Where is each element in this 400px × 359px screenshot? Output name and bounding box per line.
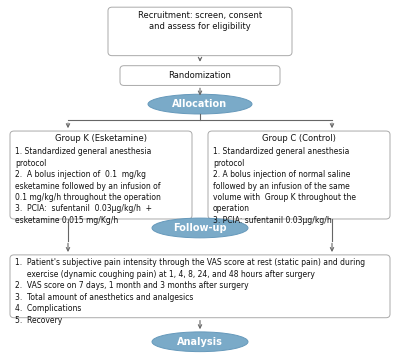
Ellipse shape (152, 332, 248, 352)
Text: Group C (Control): Group C (Control) (262, 134, 336, 143)
Text: Follow-up: Follow-up (173, 223, 227, 233)
FancyBboxPatch shape (10, 255, 390, 318)
FancyBboxPatch shape (108, 7, 292, 56)
Text: Analysis: Analysis (177, 337, 223, 347)
Text: 1. Standardized general anesthesia
protocol
2. A bolus injection of normal salin: 1. Standardized general anesthesia proto… (213, 147, 356, 225)
FancyBboxPatch shape (10, 131, 192, 219)
Text: Allocation: Allocation (172, 99, 228, 109)
Text: Recruitment: screen, consent
and assess for eligibility: Recruitment: screen, consent and assess … (138, 11, 262, 31)
Text: Group K (Esketamine): Group K (Esketamine) (55, 134, 147, 143)
Text: 1.  Patient's subjective pain intensity through the VAS score at rest (static pa: 1. Patient's subjective pain intensity t… (15, 258, 365, 325)
FancyBboxPatch shape (208, 131, 390, 219)
Text: Randomization: Randomization (168, 71, 232, 80)
Ellipse shape (148, 94, 252, 114)
Text: 1. Standardized general anesthesia
protocol
2.  A bolus injection of  0.1  mg/kg: 1. Standardized general anesthesia proto… (15, 147, 161, 225)
FancyBboxPatch shape (120, 66, 280, 85)
Ellipse shape (152, 218, 248, 238)
